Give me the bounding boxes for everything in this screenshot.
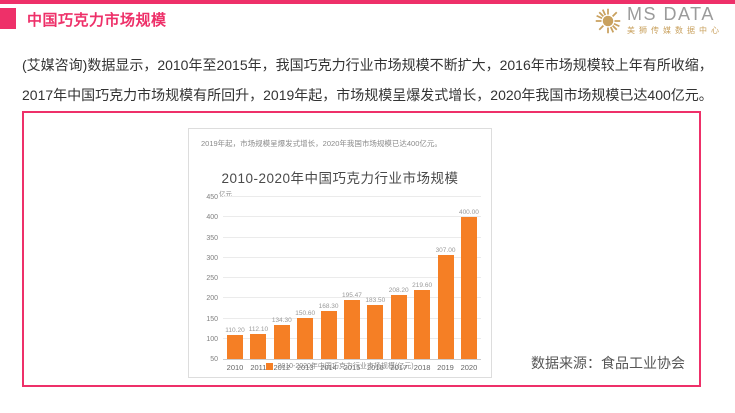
bar-value-label: 110.20 xyxy=(225,326,245,334)
bar-2019: 307.00 2019 xyxy=(435,246,456,372)
summary-line-2: 2017年中国巧克力市场规模有所回升，2019年起，市场规模呈爆发式增长，202… xyxy=(22,87,713,103)
gridline xyxy=(223,256,481,258)
top-accent-bar xyxy=(0,0,735,4)
bar-value-label: 219.60 xyxy=(412,282,433,290)
bar xyxy=(273,324,290,359)
bar-value-label: 183.50 xyxy=(365,296,386,304)
x-tick-label: 2017 xyxy=(390,363,408,372)
bar xyxy=(343,300,360,359)
bar-value-label: 134.30 xyxy=(271,316,292,324)
bar-value-label: 195.47 xyxy=(342,292,362,300)
bar-chart: 50 100 150 200 250 300 350 400 450 110.20 2010 112… xyxy=(206,194,481,372)
logo: MS DATA 美狮传媒数据中心 xyxy=(594,5,723,36)
bar xyxy=(460,217,477,359)
y-tick-label: 50 xyxy=(210,356,218,363)
legend-swatch xyxy=(266,362,274,370)
bar-2014: 168.30 2014 xyxy=(318,303,339,372)
bar-value-label: 208.20 xyxy=(388,286,409,294)
bar-value-label: 168.30 xyxy=(318,303,339,311)
bar-2010: 110.20 2010 xyxy=(225,326,245,372)
y-tick-label: 100 xyxy=(206,335,218,343)
summary-paragraph: (艾媒咨询)数据显示，2010年至2015年，我国巧克力行业市场规模不断扩大，2… xyxy=(22,50,716,110)
logo-subtitle: 美狮传媒数据中心 xyxy=(627,26,723,35)
bar xyxy=(437,254,454,359)
x-tick-label: 2013 xyxy=(296,363,314,372)
bar-2017: 208.20 2017 xyxy=(388,286,409,372)
y-tick-label: 350 xyxy=(206,234,218,242)
x-tick-label: 2015 xyxy=(343,363,361,372)
bar xyxy=(320,311,337,359)
bar xyxy=(297,318,314,359)
logo-text: MS DATA 美狮传媒数据中心 xyxy=(627,5,723,36)
gridline xyxy=(223,216,481,218)
chart-legend: 2010-2020年中国巧克力行业市场规模(亿元) xyxy=(189,361,491,371)
content-frame: 2019年起，市场规模呈爆发式增长，2020年我国市场规模已达400亿元。 20… xyxy=(22,111,701,387)
summary-line-1: (艾媒咨询)数据显示，2010年至2015年，我国巧克力行业市场规模不断扩大，2… xyxy=(22,57,713,73)
y-tick-label: 250 xyxy=(206,275,218,282)
bar xyxy=(390,294,407,359)
bar-value-label: 307.00 xyxy=(435,246,456,254)
chart-card: 2019年起，市场规模呈爆发式增长，2020年我国市场规模已达400亿元。 20… xyxy=(188,128,492,378)
bar-2011: 112.10 2011 xyxy=(248,325,269,372)
bar-value-label: 400.00 xyxy=(458,209,479,217)
bar-2013: 150.60 2013 xyxy=(295,310,316,372)
title-marker xyxy=(0,8,16,29)
bar-value-label: 150.60 xyxy=(295,310,316,318)
bar-2015: 195.47 2015 xyxy=(342,292,362,372)
legend-label: 2010-2020年中国巧克力行业市场规模(亿元) xyxy=(277,363,414,370)
chart-title: 2010-2020年中国巧克力行业市场规模 xyxy=(221,171,459,186)
bar-2016: 183.50 2016 xyxy=(365,296,386,372)
x-tick-label: 2020 xyxy=(460,363,478,372)
x-tick-label: 2019 xyxy=(437,363,454,372)
bar-2020: 400.00 2020 xyxy=(458,209,479,372)
bar-2012: 134.30 2012 xyxy=(271,316,292,372)
page-title: 中国巧克力市场规模 xyxy=(27,12,167,29)
x-tick-label: 2016 xyxy=(367,363,384,372)
bar xyxy=(250,333,267,359)
data-source: 数据来源：食品工业协会 xyxy=(531,355,685,371)
starburst-icon xyxy=(595,8,621,33)
bar xyxy=(227,334,243,359)
bar-series: 110.20 2010 112.10 2011 134.30 2012 150.60 2013… xyxy=(225,197,479,372)
y-tick-label: 300 xyxy=(206,254,218,262)
gridline xyxy=(223,196,481,197)
y-tick-label: 450 xyxy=(206,194,218,201)
gridline xyxy=(223,277,481,278)
logo-name: MS DATA xyxy=(627,4,715,24)
y-tick-label: 200 xyxy=(206,295,218,303)
x-tick-label: 2014 xyxy=(320,363,337,372)
bar-2018: 219.60 2018 xyxy=(412,282,433,372)
x-tick-label: 2012 xyxy=(273,363,291,372)
x-tick-label: 2010 xyxy=(226,363,244,372)
gridline xyxy=(223,297,481,299)
chart-note: 2019年起，市场规模呈爆发式增长，2020年我国市场规模已达400亿元。 xyxy=(201,139,442,148)
bar xyxy=(414,290,431,359)
y-tick-label: 400 xyxy=(206,214,218,222)
y-axis-unit: 亿元 xyxy=(219,191,232,198)
x-tick-label: 2011 xyxy=(250,363,267,372)
y-tick-label: 150 xyxy=(206,315,218,323)
bar-value-label: 112.10 xyxy=(248,325,269,333)
x-tick-label: 2018 xyxy=(413,363,431,372)
gridline xyxy=(223,236,481,238)
bar xyxy=(367,304,384,359)
